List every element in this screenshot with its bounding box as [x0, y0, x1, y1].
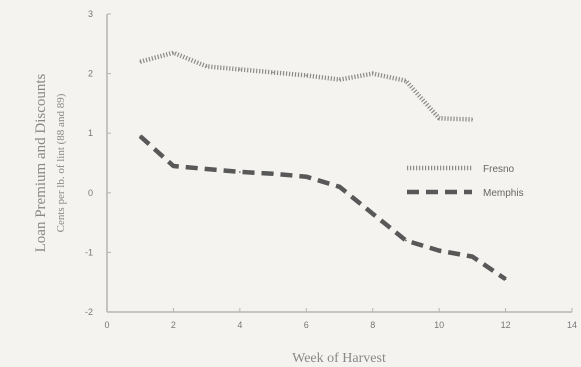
series-group	[138, 50, 507, 282]
x-tick-label: 6	[304, 320, 309, 330]
data-point-fresno	[272, 71, 274, 74]
data-point-fresno	[338, 78, 341, 81]
data-point-memphis	[205, 168, 208, 170]
data-point-memphis	[139, 135, 142, 137]
data-point-fresno	[139, 60, 142, 63]
x-tick-label: 12	[501, 320, 511, 330]
data-point-fresno	[371, 72, 374, 75]
data-point-memphis	[272, 172, 274, 175]
x-tick-label: 0	[104, 320, 109, 330]
y-tick-label: 0	[88, 188, 93, 198]
y-tick-label: -2	[85, 307, 93, 317]
data-point-memphis	[438, 249, 440, 252]
data-point-memphis	[405, 239, 407, 242]
y-tick-label: 1	[88, 128, 93, 138]
y-axis-title: Loan Premium and Discounts	[33, 73, 49, 252]
data-point-memphis	[172, 165, 175, 167]
y-tick-label: 2	[88, 69, 93, 79]
legend: Fresno Memphis	[407, 164, 524, 199]
legend-label-memphis: Memphis	[483, 188, 524, 199]
data-point-fresno	[405, 79, 407, 82]
x-tick-label: 10	[434, 320, 444, 330]
data-point-fresno	[205, 65, 208, 68]
y-axis-subtitle: Cents per lb. of lint (88 and 89)	[55, 93, 67, 232]
data-point-memphis	[239, 171, 241, 173]
x-tick-label: 2	[171, 320, 176, 330]
x-axis-ticks: 0 2 4 6 8 10 12 14	[104, 308, 577, 330]
data-point-fresno	[305, 74, 308, 77]
data-point-memphis	[471, 255, 474, 258]
x-axis-title: Week of Harvest	[292, 351, 386, 366]
y-axis-ticks: -2 -1 0 1 2 3	[85, 9, 111, 317]
plot-frame	[106, 14, 572, 313]
x-tick-label: 4	[237, 320, 242, 330]
data-point-memphis	[305, 175, 308, 178]
series-line-fresno	[139, 50, 473, 122]
x-tick-label: 8	[370, 320, 375, 330]
data-point-memphis	[338, 186, 341, 188]
data-point-fresno	[172, 51, 175, 54]
data-point-fresno	[438, 117, 440, 120]
series-line-memphis	[138, 134, 507, 282]
legend-label-fresno: Fresno	[483, 164, 515, 175]
y-tick-label: 3	[88, 9, 93, 19]
data-point-fresno	[239, 68, 241, 71]
x-tick-label: 14	[567, 320, 577, 330]
data-point-fresno	[471, 118, 474, 121]
data-point-memphis	[504, 278, 507, 281]
data-point-memphis	[371, 212, 374, 215]
y-tick-label: -1	[85, 247, 93, 257]
